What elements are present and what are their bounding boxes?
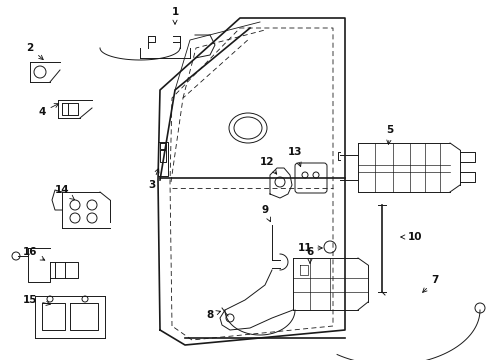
Text: 4: 4 — [38, 104, 59, 117]
Text: 12: 12 — [259, 157, 276, 174]
Text: 5: 5 — [386, 125, 393, 144]
Text: 3: 3 — [148, 168, 159, 190]
Text: 16: 16 — [23, 247, 45, 260]
Text: 14: 14 — [55, 185, 74, 199]
Text: 13: 13 — [287, 147, 302, 167]
Text: 11: 11 — [297, 243, 322, 253]
Text: 6: 6 — [306, 247, 313, 263]
Text: 8: 8 — [206, 310, 220, 320]
Text: 7: 7 — [422, 275, 438, 292]
Text: 15: 15 — [23, 295, 50, 305]
Text: 1: 1 — [171, 7, 178, 24]
Text: 10: 10 — [400, 232, 421, 242]
Text: 2: 2 — [26, 43, 43, 59]
Text: 9: 9 — [261, 205, 270, 222]
